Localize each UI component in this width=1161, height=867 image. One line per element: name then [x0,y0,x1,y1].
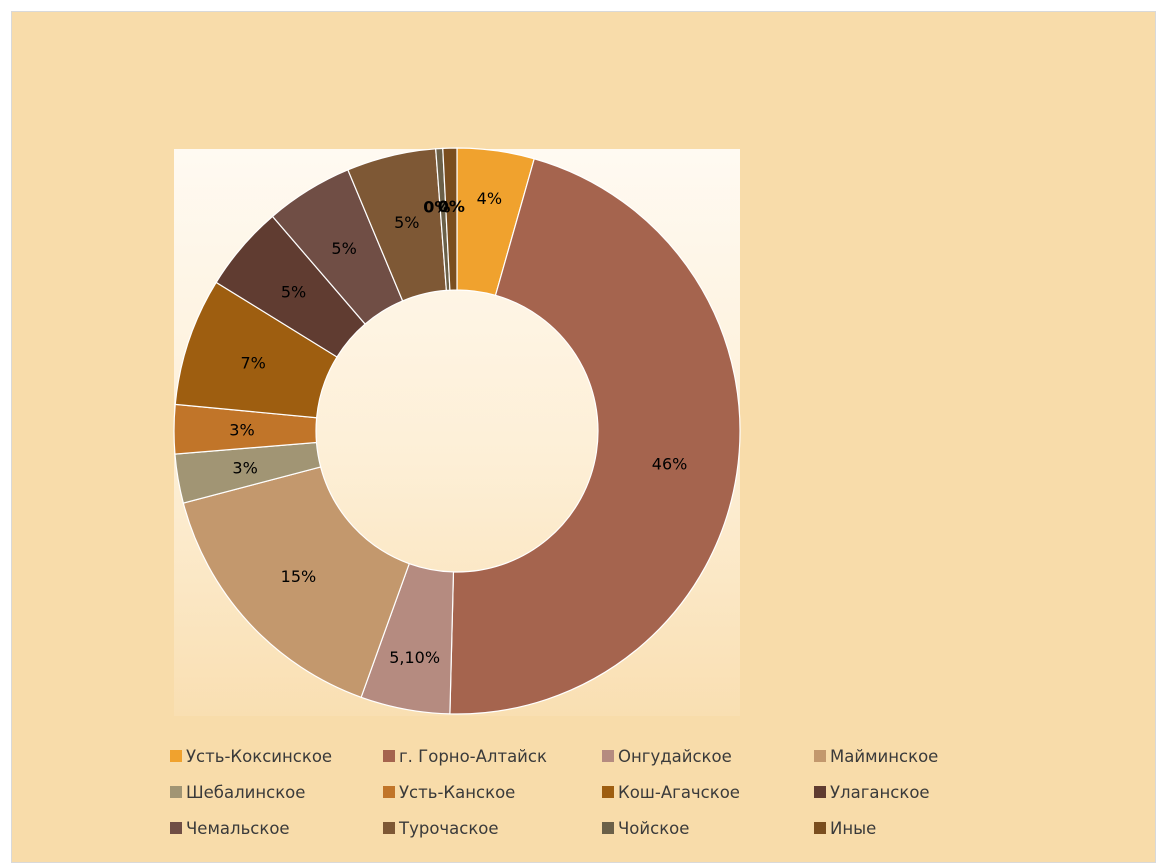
slice-2 [449,158,741,715]
legend-label: Чойское [618,818,690,838]
legend-item: Онгудайское [602,747,814,766]
legend-label: Майминское [830,746,939,766]
legend-label: Кош-Агачское [618,782,740,802]
legend-swatch [383,750,395,762]
legend-item: Усть-Коксинское [170,747,383,766]
legend-swatch [383,786,395,798]
legend-swatch [383,822,395,834]
legend-row: Усть-Коксинское г. Горно-Алтайск Онгудайск… [170,738,990,774]
slice-4 [182,466,411,699]
legend-swatch [170,750,182,762]
legend-swatch [602,786,614,798]
data-label-6: 3% [229,421,254,440]
legend-item: Турочаское [383,819,602,838]
legend-swatch [602,822,614,834]
legend-label: Усть-Канское [399,782,516,802]
legend-label: Усть-Коксинское [186,746,333,766]
legend-label: Шебалинское [186,782,306,802]
legend-item: Майминское [814,747,984,766]
legend-swatch [814,786,826,798]
legend-label: г. Горно-Алтайск [399,746,547,766]
data-label-10: 5% [394,213,419,232]
legend-item: Улаганское [814,783,984,802]
legend-item: г. Горно-Алтайск [383,747,602,766]
data-label-1: 4% [477,189,502,208]
legend-item: Кош-Агачское [602,783,814,802]
legend-swatch [170,822,182,834]
data-label-5: 3% [232,458,257,477]
legend-swatch [814,822,826,834]
legend: Усть-Коксинское г. Горно-Алтайск Онгудайск… [170,738,990,846]
legend-item: Шебалинское [170,783,383,802]
legend-row: Шебалинское Усть-Канское Кош-Агачское Улага… [170,774,990,810]
legend-item: Усть-Канское [383,783,602,802]
data-label-11: 0% [423,197,450,216]
legend-label: Иные [830,818,877,838]
legend-label: Чемальское [186,818,290,838]
data-label-12: 0% [438,197,465,216]
slice-12 [442,147,458,291]
legend-swatch [170,786,182,798]
data-label-7: 7% [240,354,265,373]
legend-label: Онгудайское [618,746,732,766]
data-label-3: 5,10% [389,648,440,667]
legend-swatch [602,750,614,762]
data-label-2: 46% [652,454,688,473]
data-label-4: 15% [281,567,317,586]
legend-item: Чемальское [170,819,383,838]
legend-row: Чемальское Турочаское Чойское Иные [170,810,990,846]
data-label-8: 5% [281,282,306,301]
legend-item: Иные [814,819,984,838]
data-label-9: 5% [331,239,356,258]
legend-swatch [814,750,826,762]
legend-label: Турочаское [399,818,499,838]
legend-item: Чойское [602,819,814,838]
legend-label: Улаганское [830,782,930,802]
